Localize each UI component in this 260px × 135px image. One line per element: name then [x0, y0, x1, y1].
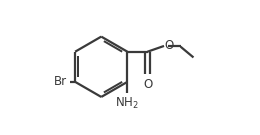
Text: O: O [143, 77, 152, 91]
Text: O: O [165, 39, 174, 52]
Text: Br: Br [54, 75, 67, 88]
Text: NH$_2$: NH$_2$ [115, 96, 139, 111]
